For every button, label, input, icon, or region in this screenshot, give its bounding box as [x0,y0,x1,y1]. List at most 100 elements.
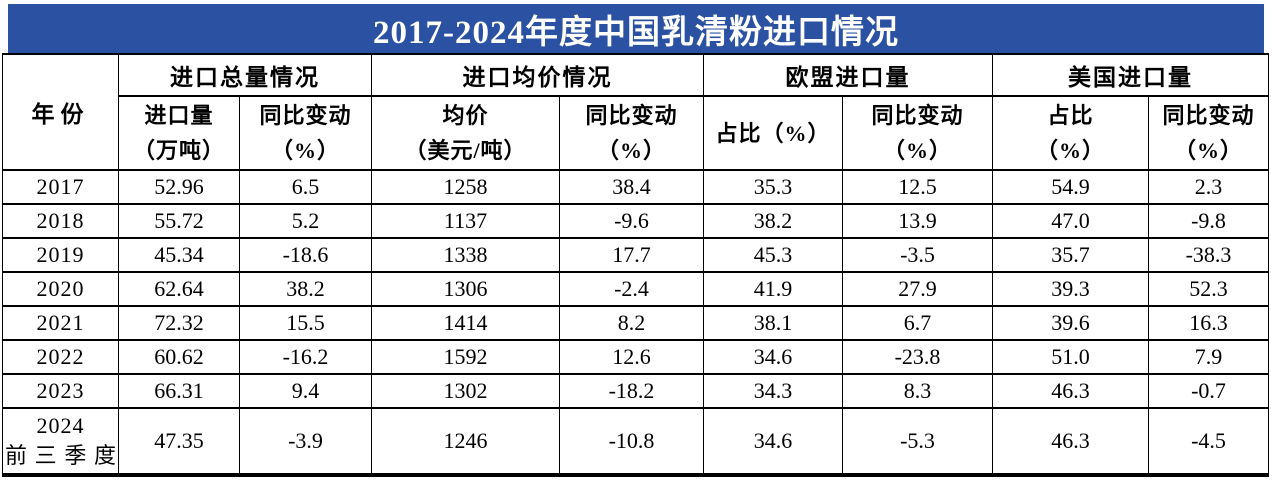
data-cell: -16.2 [239,339,372,375]
data-cell: 13.9 [842,203,993,239]
data-cell: 45.3 [703,237,843,273]
data-cell: 27.9 [842,271,993,307]
data-cell: 47.35 [118,407,240,476]
data-cell: -18.2 [559,373,704,409]
data-cell: 55.72 [118,203,240,239]
table-row: 2020 62.64 38.2 1306 -2.4 41.9 27.9 39.3 52.3 [2,271,1269,307]
data-cell: -2.4 [559,271,704,307]
year-cell: 2018 [2,203,119,239]
data-cell: 1338 [371,237,560,273]
data-cell: -9.6 [559,203,704,239]
data-cell: 72.32 [118,305,240,341]
data-cell: 52.96 [118,169,240,205]
data-cell: 16.3 [1148,305,1269,341]
data-cell: -5.3 [842,407,993,476]
data-cell: -10.8 [559,407,704,476]
year-column-header: 年份 [2,53,119,171]
subcol-import-volume: 进口量 （万吨） [118,95,240,171]
data-cell: 39.6 [992,305,1149,341]
data-cell: 1414 [371,305,560,341]
data-cell: 7.9 [1148,339,1269,375]
subcol-price-yoy: 同比变动 （%） [559,95,704,171]
data-cell: 51.0 [992,339,1149,375]
year-cell: 2019 [2,237,119,273]
whey-powder-import-table: 年份 进口总量情况 进口均价情况 欧盟进口量 美国进口量 进口量 （万吨） 同比变… [2,53,1269,477]
page: 2017-2024年度中国乳清粉进口情况 年份 进口总量情况 进口均价情况 欧盟… [2,4,1269,477]
data-cell: 38.2 [703,203,843,239]
table-body: 2017 52.96 6.5 1258 38.4 35.3 12.5 54.9 2.3 2018 5… [2,169,1269,476]
data-cell: 34.3 [703,373,843,409]
data-cell: 66.31 [118,373,240,409]
data-cell: -9.8 [1148,203,1269,239]
data-cell: 62.64 [118,271,240,307]
data-cell: 35.7 [992,237,1149,273]
data-cell: 12.5 [842,169,993,205]
data-cell: 5.2 [239,203,372,239]
group-header-row: 年份 进口总量情况 进口均价情况 欧盟进口量 美国进口量 [2,53,1269,171]
table-row: 2018 55.72 5.2 1137 -9.6 38.2 13.9 47.0 -9.8 [2,203,1269,239]
data-cell: -18.6 [239,237,372,273]
data-cell: 46.3 [992,373,1149,409]
data-cell: -4.5 [1148,407,1269,476]
sub-header-row: 进口量 （万吨） 同比变动 （%） 均价 （美元/吨） 同比变动 （%） 占比（%） 同… [3,95,1269,171]
subcol-volume-yoy: 同比变动 （%） [239,95,372,171]
data-cell: 1306 [371,271,560,307]
data-cell: 1258 [371,169,560,205]
subcol-eu-yoy: 同比变动 （%） [842,95,993,171]
data-cell: 12.6 [559,339,704,375]
data-cell: -23.8 [842,339,993,375]
table-row: 2023 66.31 9.4 1302 -18.2 34.3 8.3 46.3 -0.7 [2,373,1269,409]
subcol-average-price: 均价 （美元/吨） [371,95,560,171]
table-title: 2017-2024年度中国乳清粉进口情况 [373,14,899,51]
year-cell: 2020 [2,271,119,307]
table-row: 2019 45.34 -18.6 1338 17.7 45.3 -3.5 35.7 -38.3 [2,237,1269,273]
year-cell: 2023 [2,373,119,409]
data-cell: 54.9 [992,169,1149,205]
data-cell: 47.0 [992,203,1149,239]
year-cell: 2022 [2,339,119,375]
table-row: 2024 前三季度 47.35 -3.9 1246 -10.8 34.6 -5.3 46.3 -4… [2,407,1269,476]
data-cell: 46.3 [992,407,1149,476]
data-cell: 34.6 [703,407,843,476]
data-cell: 2.3 [1148,169,1269,205]
data-cell: 38.2 [239,271,372,307]
group-header-us-imports: 美国进口量 [992,53,1269,97]
data-cell: 8.3 [842,373,993,409]
data-cell: 8.2 [559,305,704,341]
data-cell: 17.7 [559,237,704,273]
data-cell: 9.4 [239,373,372,409]
data-cell: 1592 [371,339,560,375]
data-cell: -3.9 [239,407,372,476]
group-header-eu-imports: 欧盟进口量 [703,53,993,97]
title-bar: 2017-2024年度中国乳清粉进口情况 [8,4,1264,53]
data-cell: -38.3 [1148,237,1269,273]
table-header: 年份 进口总量情况 进口均价情况 欧盟进口量 美国进口量 进口量 （万吨） 同比变… [2,53,1269,171]
data-cell: 1302 [371,373,560,409]
data-cell: 6.7 [842,305,993,341]
data-cell: 60.62 [118,339,240,375]
data-cell: -3.5 [842,237,993,273]
data-cell: 35.3 [703,169,843,205]
data-cell: 1137 [371,203,560,239]
table-row: 2021 72.32 15.5 1414 8.2 38.1 6.7 39.6 16.3 [2,305,1269,341]
data-cell: 41.9 [703,271,843,307]
data-cell: -0.7 [1148,373,1269,409]
group-header-total-imports: 进口总量情况 [118,53,372,97]
year-cell: 2024 前三季度 [2,407,119,476]
subcol-eu-share: 占比（%） [703,95,843,171]
data-cell: 15.5 [239,305,372,341]
data-cell: 34.6 [703,339,843,375]
data-cell: 45.34 [118,237,240,273]
table-row: 2022 60.62 -16.2 1592 12.6 34.6 -23.8 51.0 7.9 [2,339,1269,375]
data-cell: 52.3 [1148,271,1269,307]
group-header-average-price: 进口均价情况 [371,53,704,97]
year-cell: 2021 [2,305,119,341]
year-cell: 2017 [2,169,119,205]
data-cell: 38.4 [559,169,704,205]
subcol-us-share: 占比 （%） [992,95,1149,171]
data-cell: 6.5 [239,169,372,205]
data-cell: 1246 [371,407,560,476]
data-cell: 39.3 [992,271,1149,307]
table-row: 2017 52.96 6.5 1258 38.4 35.3 12.5 54.9 2.3 [2,169,1269,205]
subcol-us-yoy: 同比变动 （%） [1148,95,1269,171]
